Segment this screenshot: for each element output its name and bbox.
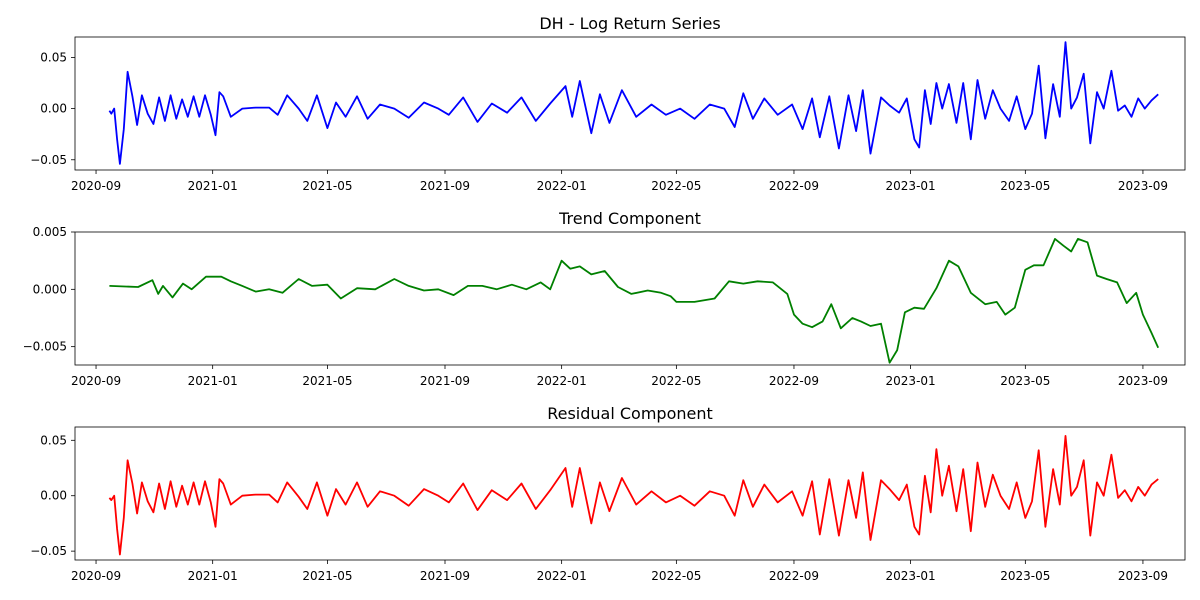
log-return-x-tick-label: 2023-01 bbox=[886, 179, 936, 193]
residual-x-tick-label: 2021-05 bbox=[302, 569, 352, 583]
residual-x-tick-label: 2023-09 bbox=[1118, 569, 1168, 583]
residual-x-tick-label: 2022-01 bbox=[537, 569, 587, 583]
residual-x-tick-label: 2022-09 bbox=[769, 569, 819, 583]
log-return-chart: DH - Log Return Series 2020-09 2021-01 2021… bbox=[30, 14, 1186, 193]
residual-x-tick-label: 2022-05 bbox=[651, 569, 701, 583]
log-return-x-tick-label: 2023-05 bbox=[1000, 179, 1050, 193]
log-return-x-tick-label: 2021-01 bbox=[188, 179, 238, 193]
trend-y-tick-label: 0.000 bbox=[33, 282, 67, 296]
trend-x-tick-label: 2021-05 bbox=[302, 374, 352, 388]
trend-axes-frame bbox=[74, 231, 1186, 366]
trend-x-tick-label: 2021-01 bbox=[188, 374, 238, 388]
residual-y-tick-label: −0.05 bbox=[30, 544, 67, 558]
residual-x-tick-label: 2023-05 bbox=[1000, 569, 1050, 583]
log-return-series-line bbox=[108, 41, 1159, 165]
trend-x-tick-label: 2022-05 bbox=[651, 374, 701, 388]
trend-x-tick-label: 2020-09 bbox=[71, 374, 121, 388]
residual-series-line bbox=[108, 434, 1159, 556]
log-return-y-tick-label: 0.05 bbox=[40, 50, 67, 64]
trend-x-tick-label: 2023-09 bbox=[1118, 374, 1168, 388]
trend-y-tick-label: −0.005 bbox=[23, 340, 67, 354]
log-return-x-tick-label: 2022-01 bbox=[537, 179, 587, 193]
residual-x-tick-label: 2021-09 bbox=[420, 569, 470, 583]
residual-y-tick-label: 0.00 bbox=[40, 489, 67, 503]
trend-series-line bbox=[109, 237, 1160, 364]
trend-x-tick-label: 2022-01 bbox=[537, 374, 587, 388]
residual-x-tick-label: 2021-01 bbox=[188, 569, 238, 583]
trend-x-tick-label: 2022-09 bbox=[769, 374, 819, 388]
log-return-x-tick-label: 2022-09 bbox=[769, 179, 819, 193]
trend-title: Trend Component bbox=[558, 209, 701, 228]
residual-chart: Residual Component 2020-09 2021-01 2021-05 2… bbox=[30, 404, 1186, 583]
residual-x-tick-label: 2023-01 bbox=[886, 569, 936, 583]
trend-x-tick-label: 2021-09 bbox=[420, 374, 470, 388]
log-return-x-tick-label: 2021-09 bbox=[420, 179, 470, 193]
log-return-title: DH - Log Return Series bbox=[539, 14, 720, 33]
residual-x-tick-label: 2020-09 bbox=[71, 569, 121, 583]
log-return-x-tick-label: 2022-05 bbox=[651, 179, 701, 193]
log-return-y-tick-label: 0.00 bbox=[40, 102, 67, 116]
log-return-x-tick-label: 2021-05 bbox=[302, 179, 352, 193]
residual-axes-frame bbox=[74, 426, 1186, 561]
trend-x-tick-label: 2023-01 bbox=[886, 374, 936, 388]
trend-chart: Trend Component 2020-09 2021-01 2021-05 2021… bbox=[23, 209, 1186, 388]
log-return-axes-frame bbox=[74, 36, 1186, 171]
residual-y-tick-label: 0.05 bbox=[40, 433, 67, 447]
log-return-y-tick-label: −0.05 bbox=[30, 153, 67, 167]
residual-title: Residual Component bbox=[547, 404, 713, 423]
trend-x-tick-label: 2023-05 bbox=[1000, 374, 1050, 388]
log-return-x-tick-label: 2023-09 bbox=[1118, 179, 1168, 193]
log-return-x-tick-label: 2020-09 bbox=[71, 179, 121, 193]
trend-y-tick-label: 0.005 bbox=[33, 225, 67, 239]
